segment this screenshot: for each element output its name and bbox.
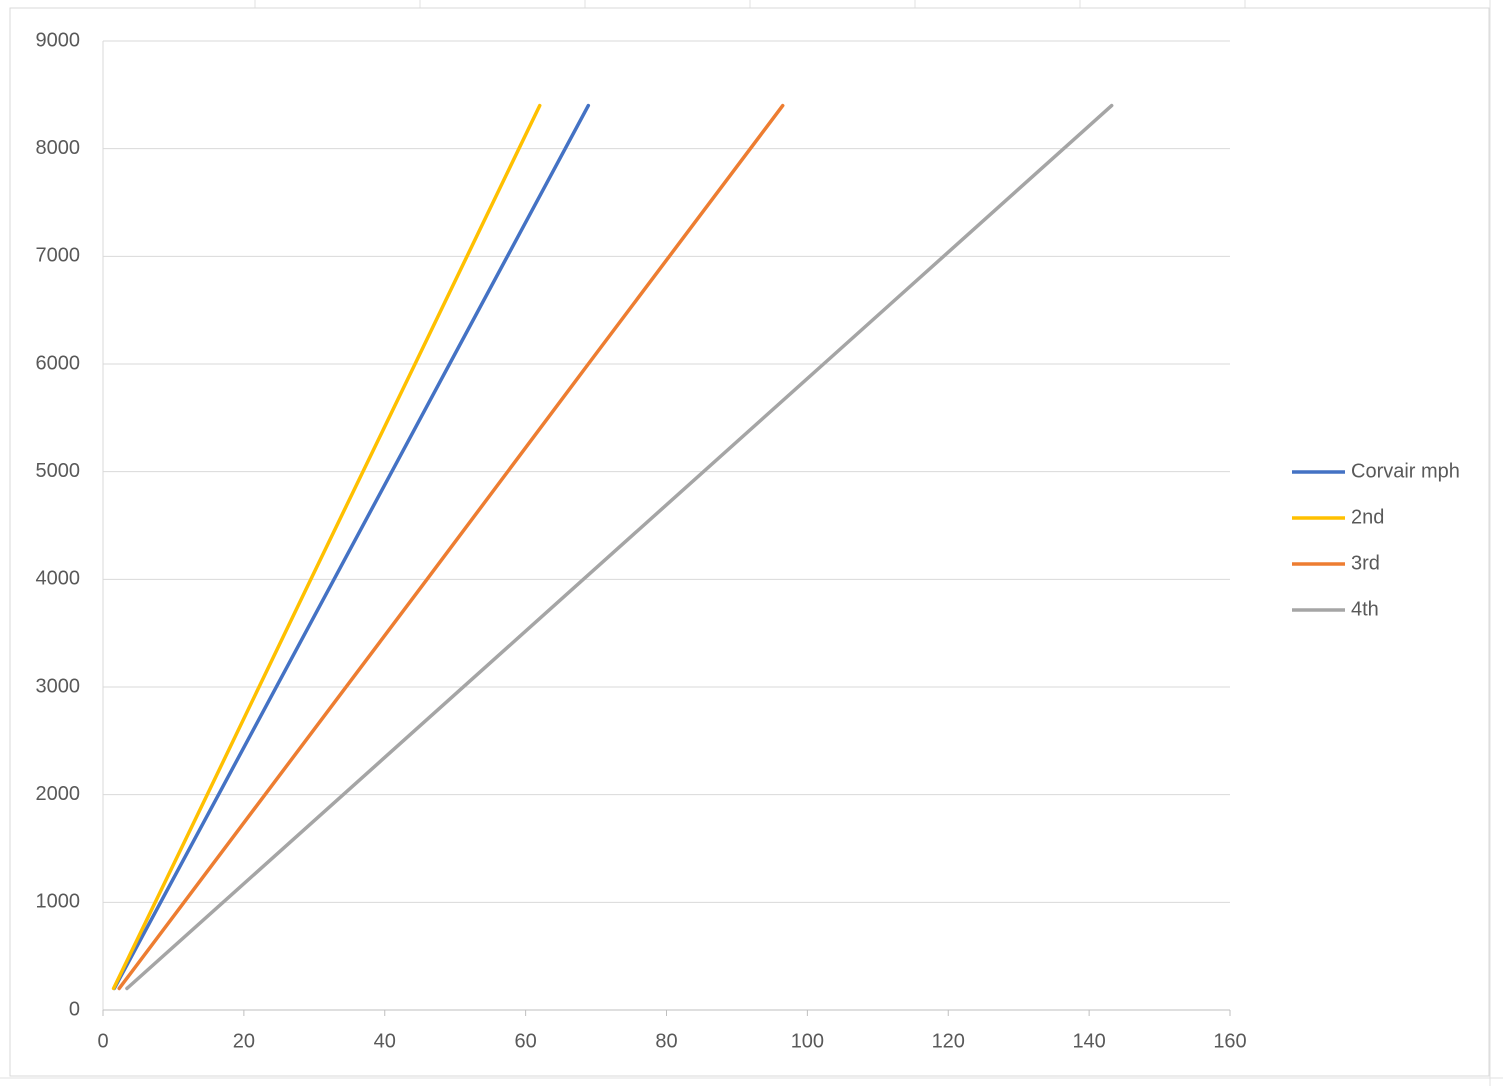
y-tick-label: 8000	[36, 137, 81, 159]
chart-area	[9, 7, 1490, 1077]
y-tick-label: 6000	[36, 352, 81, 374]
y-tick-label: 0	[69, 998, 80, 1020]
series-line	[112, 103, 591, 991]
x-tick-label: 160	[1213, 1030, 1246, 1052]
legend-label: Corvair mph	[1351, 460, 1460, 482]
series-line	[125, 103, 1114, 991]
legend-label: 3rd	[1351, 552, 1380, 574]
x-tick-label: 120	[932, 1030, 965, 1052]
legend-label: 4th	[1351, 598, 1379, 620]
series-line	[117, 103, 785, 991]
x-tick-label: 20	[233, 1030, 255, 1052]
x-tick-label: 60	[515, 1030, 537, 1052]
series-line	[111, 103, 542, 991]
y-tick-label: 9000	[36, 29, 81, 51]
y-tick-label: 7000	[36, 245, 81, 267]
x-tick-label: 0	[97, 1030, 108, 1052]
y-tick-label: 3000	[36, 675, 81, 697]
legend-label: 2nd	[1351, 506, 1384, 528]
y-tick-label: 1000	[36, 891, 81, 913]
x-tick-label: 100	[791, 1030, 824, 1052]
y-tick-label: 5000	[36, 460, 81, 482]
y-tick-label: 2000	[36, 783, 81, 805]
x-tick-label: 80	[655, 1030, 677, 1052]
x-tick-label: 140	[1072, 1030, 1105, 1052]
y-tick-label: 4000	[36, 568, 81, 590]
x-tick-label: 40	[374, 1030, 396, 1052]
